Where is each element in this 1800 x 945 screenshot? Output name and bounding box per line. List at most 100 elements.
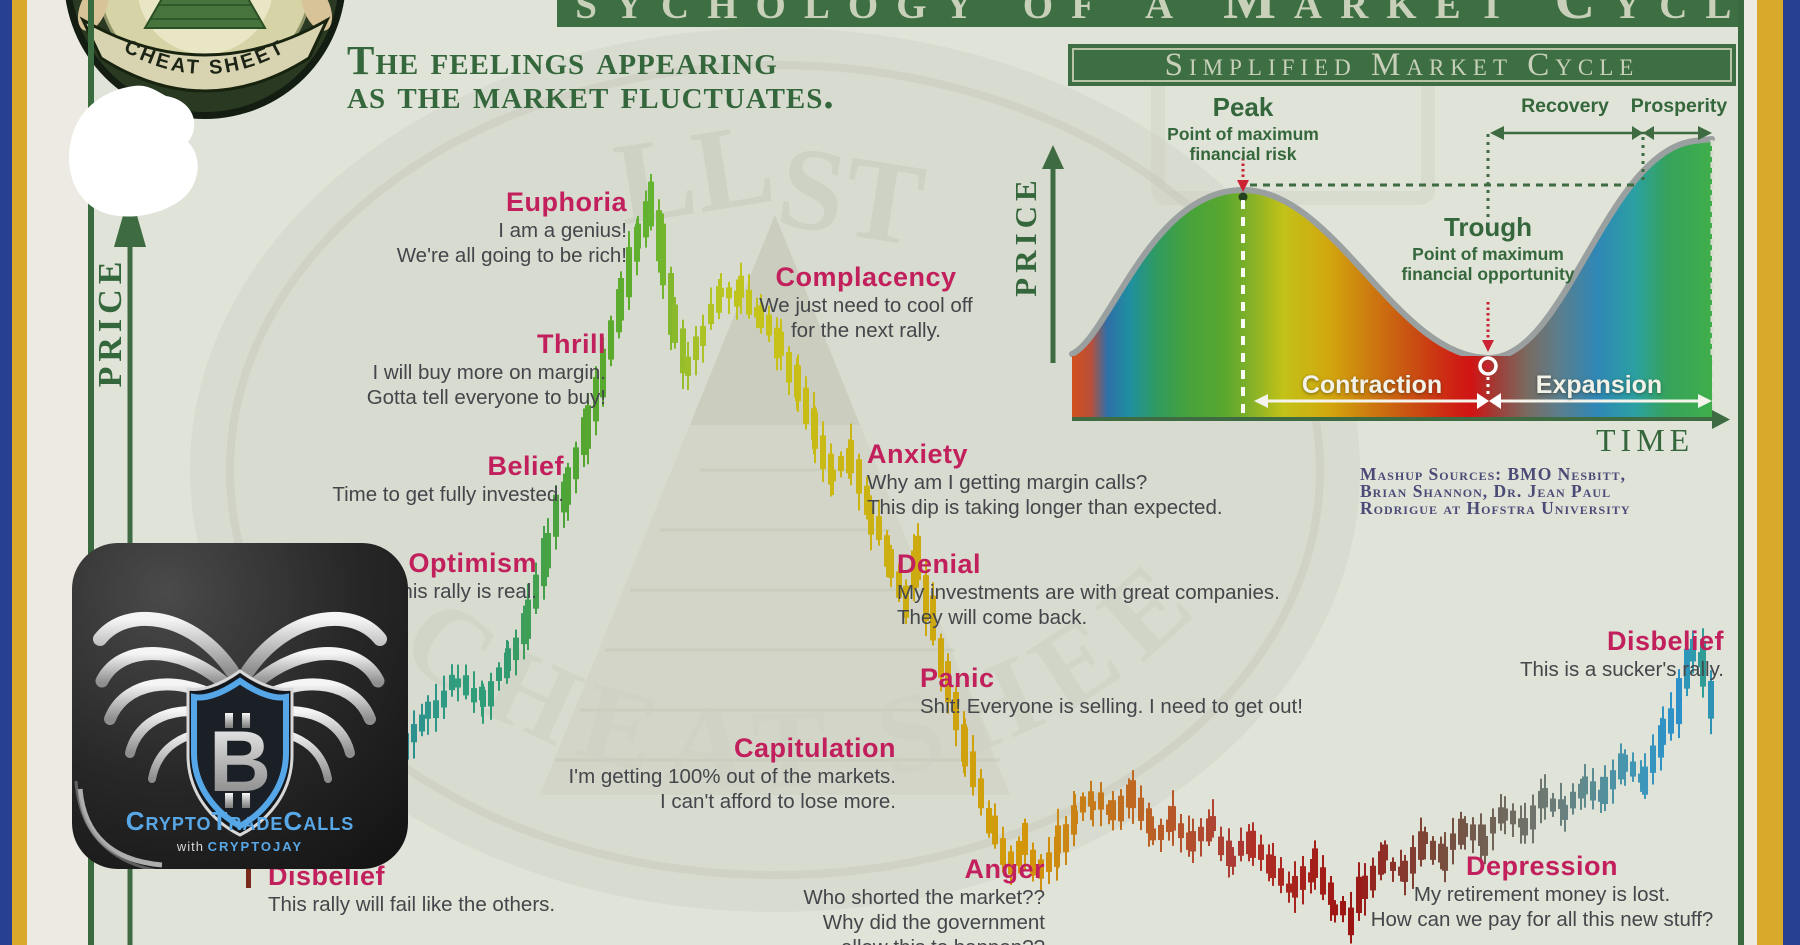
frame-right-green-border xyxy=(1738,0,1744,945)
contraction-label: Contraction xyxy=(1301,371,1443,399)
sources-line3: Rodrigue at Hofstra University xyxy=(1360,498,1631,518)
phase-title: Euphoria xyxy=(505,187,627,217)
logo-byline: with CRYPTOJAY xyxy=(72,839,408,854)
sources-line2: Brian Shannon, Dr. Jean Paul xyxy=(1360,481,1612,501)
phase-quote-line: My investments are with great companies. xyxy=(897,580,1280,604)
phase-title: Complacency xyxy=(775,262,957,292)
sources-line1: Mashup Sources: BMO Nesbitt, xyxy=(1360,464,1627,484)
phase-quote-line: Shit! Everyone is selling. I need to get… xyxy=(920,694,1303,718)
phase-quote-line: I can't afford to lose more. xyxy=(660,789,896,813)
title-banner: Psychology of a Market Cycle xyxy=(557,0,1738,27)
prosperity-label: Prosperity xyxy=(1630,95,1728,117)
phase-disbelief-11: Disbelief This rally will fail like the o… xyxy=(268,861,556,917)
peak-sublabel: Point of maximum financial risk xyxy=(1143,124,1343,164)
frame-left-blue xyxy=(0,0,12,945)
phase-belief-2: Belief Time to get fully invested. xyxy=(332,451,564,507)
cycle-curve-fill xyxy=(1072,139,1712,412)
phase-title: Optimism xyxy=(408,548,537,578)
sources-credit: Mashup Sources: BMO Nesbitt, Brian Shann… xyxy=(1360,464,1631,518)
price-axis-arrow xyxy=(114,191,146,247)
trough-subline2: financial opportunity xyxy=(1401,264,1575,285)
phase-quote-line: How can we pay for all this new stuff? xyxy=(1370,907,1714,931)
trough-subline1: Point of maximum xyxy=(1412,244,1564,264)
trough-label: Trough xyxy=(1443,212,1533,242)
phase-quote-line: My retirement money is lost. xyxy=(1413,882,1671,906)
phase-quote-line: This rally is real. xyxy=(388,579,537,603)
logo-graphics: B xyxy=(74,612,387,869)
phase-capitulation-8: Capitulation I'm getting 100% out of the … xyxy=(568,733,896,814)
phase-thrill-1: Thrill I will buy more on margin. Gotta te… xyxy=(366,329,606,410)
seal-pyramid xyxy=(143,0,267,29)
logo-with: with xyxy=(176,839,204,854)
peak-subline2: financial risk xyxy=(1189,144,1297,165)
logo-brand-text: CryptoTradeCalls xyxy=(125,806,355,836)
phase-quote-line: We're all going to be rich! xyxy=(396,243,627,267)
phase-quote-line: Time to get fully invested. xyxy=(332,482,564,506)
phase-quote-line: We just need to cool off xyxy=(759,293,973,317)
phase-optimism-3: Optimism This rally is real. xyxy=(388,548,537,604)
page-title: Psychology of a Market Cycle xyxy=(557,0,1738,27)
simplified-panel-title-box: Simplified Market Cycle xyxy=(1068,44,1736,86)
phase-title: Anger xyxy=(964,854,1045,884)
phase-title: Denial xyxy=(897,549,982,579)
phase-quote-line: This is a sucker's rally. xyxy=(1519,657,1724,681)
phase-quote-line: I'm getting 100% out of the markets. xyxy=(568,764,896,788)
frame-left-green-border xyxy=(88,0,94,945)
logo-author: CRYPTOJAY xyxy=(207,839,304,854)
phase-quote-line: I will buy more on margin. xyxy=(372,360,606,384)
phase-quote-line: Why am I getting margin calls? xyxy=(867,470,1148,494)
phase-title: Capitulation xyxy=(734,733,896,763)
phase-quote-line: I am a genius! xyxy=(498,218,627,242)
peak-label: Peak xyxy=(1212,92,1274,122)
peak-arrow xyxy=(1237,180,1249,192)
subtitle-line1: The feelings appearing xyxy=(347,37,778,83)
phase-quote-line: allow this to happen?? xyxy=(803,935,1045,945)
phase-title: Belief xyxy=(487,451,564,481)
frame-right-gold xyxy=(1757,0,1783,945)
simplified-panel-title: Simplified Market Cycle xyxy=(1164,46,1640,83)
phase-complacency-4: Complacency We just need to cool off for t… xyxy=(759,262,973,343)
phase-anxiety-5: Anxiety Why am I getting margin calls? Thi… xyxy=(867,439,1223,520)
phase-title: Panic xyxy=(920,663,995,693)
candlestick-series xyxy=(360,174,1714,944)
phase-panic-7: Panic Shit! Everyone is selling. I need t… xyxy=(920,663,1303,719)
phase-denial-6: Denial My investments are with great comp… xyxy=(897,549,1280,630)
phase-quote-line: Who shorted the market?? xyxy=(803,885,1045,909)
bitcoin-shield-icon: B xyxy=(186,669,294,837)
phase-depression-10: Depression My retirement money is lost. Ho… xyxy=(1370,851,1714,932)
time-axis-arrow xyxy=(1712,410,1730,429)
phase-quote-line: for the next rally. xyxy=(790,318,942,342)
expansion-label: Expansion xyxy=(1535,371,1663,399)
phase-quote-line: This dip is taking longer than expected. xyxy=(867,495,1223,519)
phase-quote-line: They will come back. xyxy=(897,605,1088,629)
phase-title: Thrill xyxy=(537,329,606,359)
trough-sublabel: Point of maximum financial opportunity xyxy=(1368,244,1608,284)
subtitle-line2: as the market fluctuates. xyxy=(347,71,835,117)
frame-right-white xyxy=(1744,0,1757,945)
disbelief-marker-tick xyxy=(246,856,251,888)
bitcoin-letter: B xyxy=(209,714,271,810)
recovery-label: Recovery xyxy=(1521,95,1609,117)
trough-arrow xyxy=(1482,340,1494,352)
cycle-band xyxy=(1072,356,1712,418)
phase-title: Disbelief xyxy=(1606,626,1724,656)
white-blob-overlay xyxy=(68,85,198,217)
phase-quote-line: Gotta tell everyone to buy! xyxy=(366,385,606,409)
frame-left-gold xyxy=(12,0,27,945)
watermark-text-st: ST xyxy=(770,120,933,272)
phase-anger-9: Anger Who shorted the market?? Why did the… xyxy=(803,854,1045,945)
peak-subline1: Point of maximum xyxy=(1167,124,1319,144)
phase-title: Anxiety xyxy=(867,439,969,469)
phase-euphoria-0: Euphoria I am a genius! We're all going to… xyxy=(396,187,627,268)
phase-disbelief-12: Disbelief This is a sucker's rally. xyxy=(1519,626,1724,682)
phase-quote-line: This rally will fail like the others. xyxy=(268,892,556,916)
simplified-cycle-graphics xyxy=(1042,126,1730,429)
frame-right-blue xyxy=(1783,0,1800,945)
phase-quote-line: Why did the government xyxy=(822,910,1045,934)
phase-title: Depression xyxy=(1465,851,1619,881)
cryptotradecalls-logo-card: B CryptoTradeCalls with CRYPTOJAY xyxy=(72,543,408,869)
cycle-curve-stroke xyxy=(1069,136,1715,362)
watermark-pyramid xyxy=(540,215,1010,795)
